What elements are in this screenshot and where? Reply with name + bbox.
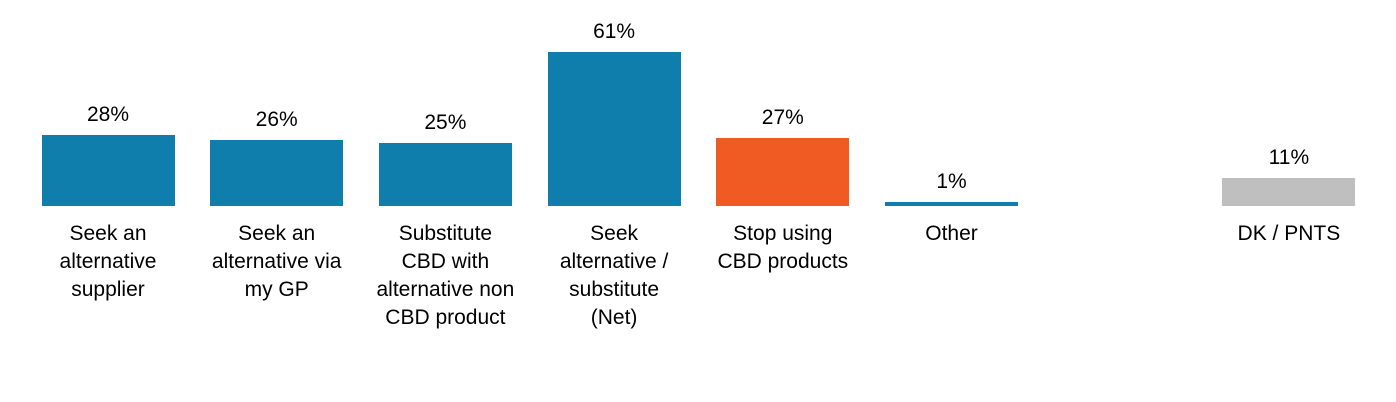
category-label: Other (925, 222, 978, 245)
bar-value-label: 25% (424, 111, 467, 134)
bar-value-label: 26% (255, 108, 298, 131)
bar (210, 140, 344, 206)
bar-value-label: 11% (1268, 146, 1310, 169)
bar-column: 11% DK / PNTS (1204, 0, 1373, 402)
bar-value-label: 61% (593, 20, 636, 43)
bar-value-label: 28% (86, 103, 130, 126)
bar-column: 26% Seek an alternative via my GP (192, 0, 361, 402)
bar-column: 1% Other (867, 0, 1036, 402)
bar (41, 135, 175, 206)
bar-column: 25% Substitute CBD with alternative non C… (361, 0, 530, 402)
bar (1222, 178, 1356, 206)
bar-column: 28% Seek an alternative supplier (24, 0, 193, 402)
category-label: Substitute CBD with alternative non CBD … (376, 222, 515, 329)
bar-value-label: 27% (761, 106, 804, 129)
bar (378, 143, 512, 206)
bar (547, 52, 681, 206)
category-label: Seek an alternative via my GP (211, 222, 342, 301)
bar-column: 27% Stop using CBD products (698, 0, 867, 402)
bar (716, 138, 850, 206)
category-label: Seek alternative / substitute (Net) (559, 222, 669, 329)
category-label: Seek an alternative supplier (59, 222, 157, 301)
bar-value-label: 1% (936, 170, 967, 193)
bar-column: 61% Seek alternative / substitute (Net) (530, 0, 699, 402)
category-label: DK / PNTS (1237, 222, 1341, 245)
bar (885, 202, 1018, 206)
category-label: Stop using CBD products (717, 222, 849, 273)
